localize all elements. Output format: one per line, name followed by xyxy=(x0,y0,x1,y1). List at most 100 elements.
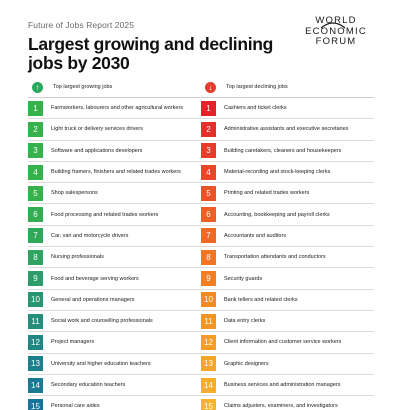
declining-jobs-header-label: Top largest declining jobs xyxy=(226,84,288,90)
logo-line: ECONOMIC xyxy=(305,25,367,37)
arrow-up-icon: ↑ xyxy=(32,81,43,93)
rank-badge: 5 xyxy=(201,185,216,201)
job-label: Light truck or delivery services drivers xyxy=(51,126,144,133)
rank-badge: 1 xyxy=(28,100,43,116)
job-label: Graphic designers xyxy=(224,360,269,367)
job-label: Social work and counselling professional… xyxy=(51,318,153,325)
list-item: 10 Bank tellers and related clerks xyxy=(201,290,374,311)
list-item: 11 Social work and counselling profession… xyxy=(28,311,201,333)
job-label: Nursing professionals xyxy=(51,254,104,261)
list-item: 1 Farmworkers, labourers and other agricu… xyxy=(28,98,201,120)
wef-logo: WORLD ECONOMIC FORUM xyxy=(300,15,372,48)
list-item: 8 Transportation attendants and conductor… xyxy=(201,247,374,269)
list-item: 5 Shop salespersons xyxy=(28,183,201,205)
rank-badge: 12 xyxy=(201,334,216,350)
rank-badge: 5 xyxy=(28,185,43,201)
growing-jobs-header: ↑ Top largest growing jobs xyxy=(28,77,201,98)
declining-jobs-header: ↓ Top largest declining jobs xyxy=(201,77,374,98)
rank-badge: 8 xyxy=(28,249,43,265)
job-label: Software and applications developers xyxy=(51,147,143,154)
list-item: 1 Cashiers and ticket clerks xyxy=(201,98,374,120)
rank-badge: 2 xyxy=(201,121,216,137)
list-item: 15 Personal care aides xyxy=(28,396,201,410)
job-label: Secondary education teachers xyxy=(51,382,126,388)
job-label: Administrative assistants and executive … xyxy=(224,126,349,133)
rank-badge: 11 xyxy=(201,313,216,329)
rank-badge: 8 xyxy=(201,249,216,265)
logo-arc-icon xyxy=(320,22,346,29)
job-label: Food and beverage serving workers xyxy=(51,275,139,282)
list-item: 14 Secondary education teachers xyxy=(28,375,201,397)
rank-badge: 9 xyxy=(28,271,43,287)
rank-badge: 7 xyxy=(28,228,43,244)
rank-badge: 9 xyxy=(201,271,216,287)
list-item: 11 Data entry clerks xyxy=(201,311,374,333)
list-item: 10 General and operations managers xyxy=(28,290,201,311)
job-label: Building framers, finishers and related … xyxy=(51,169,181,176)
job-label: Material-recording and stock-keeping cle… xyxy=(224,169,331,176)
declining-jobs-list: 1 Cashiers and ticket clerks 2 Administrati… xyxy=(201,98,374,410)
list-item: 12 Project managers xyxy=(28,332,201,354)
rank-badge: 10 xyxy=(201,292,216,308)
rank-badge: 13 xyxy=(201,356,216,372)
list-item: 9 Food and beverage serving workers xyxy=(28,268,201,290)
growing-jobs-column: ↑ Top largest growing jobs 1 Farmworkers,… xyxy=(28,77,201,410)
job-label: Cashiers and ticket clerks xyxy=(224,105,287,112)
job-label: General and operations managers xyxy=(51,296,135,303)
rank-badge: 12 xyxy=(28,334,43,350)
rank-badge: 6 xyxy=(201,207,216,223)
list-item: 14 Business services and administration m… xyxy=(201,375,374,397)
job-label: Personal care aides xyxy=(51,403,100,410)
job-label: Data entry clerks xyxy=(224,318,266,325)
job-label: Building caretakers, cleaners and housek… xyxy=(224,147,342,154)
job-label: Food processing and related trades worke… xyxy=(51,211,159,218)
report-label: Future of Jobs Report 2025 xyxy=(28,20,135,30)
logo-line: WORLD xyxy=(315,15,357,26)
job-label: Accountants and auditors xyxy=(224,232,287,239)
page-title: Largest growing and declining jobs by 20… xyxy=(28,34,274,73)
job-label: University and higher education teachers xyxy=(51,360,151,367)
list-item: 15 Claims adjusters, examiners, and inves… xyxy=(201,396,374,410)
list-item: 9 Security guards xyxy=(201,268,374,290)
list-item: 3 Software and applications developers xyxy=(28,141,201,162)
rank-badge: 14 xyxy=(201,377,216,393)
job-label: Claims adjusters, examiners, and investi… xyxy=(224,403,338,410)
list-item: 12 Client information and customer servic… xyxy=(201,332,374,354)
list-item: 8 Nursing professionals xyxy=(28,247,201,269)
job-label: Accounting, bookkeeping and payroll cler… xyxy=(224,211,330,218)
rank-badge: 14 xyxy=(28,377,43,393)
list-item: 6 Food processing and related trades work… xyxy=(28,204,201,226)
rank-badge: 2 xyxy=(28,121,43,137)
job-label: Business services and administration man… xyxy=(224,382,341,388)
rank-badge: 11 xyxy=(28,313,43,329)
list-item: 6 Accounting, bookkeeping and payroll cle… xyxy=(201,204,374,226)
list-item: 4 Building framers, finishers and related… xyxy=(28,162,201,184)
list-item: 7 Accountants and auditors xyxy=(201,226,374,248)
list-item: 13 University and higher education teache… xyxy=(28,354,201,375)
rank-badge: 3 xyxy=(201,143,216,159)
rank-badge: 4 xyxy=(28,164,43,180)
growing-jobs-list: 1 Farmworkers, labourers and other agricu… xyxy=(28,98,201,410)
list-item: 2 Administrative assistants and executive… xyxy=(201,119,374,141)
job-label: Project managers xyxy=(51,339,95,346)
job-label: Farmworkers, labourers and other agricul… xyxy=(51,105,184,112)
rank-badge: 3 xyxy=(28,143,43,159)
arrow-down-icon: ↓ xyxy=(205,81,216,93)
rank-badge: 7 xyxy=(201,228,216,244)
job-label: Bank tellers and related clerks xyxy=(224,296,298,303)
rank-badge: 4 xyxy=(201,164,216,180)
job-label: Transportation attendants and conductors xyxy=(224,254,326,261)
job-label: Client information and customer service … xyxy=(224,339,342,346)
job-label: Printing and related trades workers xyxy=(224,190,310,197)
list-item: 13 Graphic designers xyxy=(201,354,374,375)
rank-badge: 10 xyxy=(28,292,43,308)
list-item: 3 Building caretakers, cleaners and house… xyxy=(201,141,374,162)
rank-badge: 15 xyxy=(201,398,216,410)
rank-badge: 1 xyxy=(201,100,216,116)
declining-jobs-column: ↓ Top largest declining jobs 1 Cashiers a… xyxy=(201,77,374,410)
list-item: 5 Printing and related trades workers xyxy=(201,183,374,205)
job-label: Car, van and motorcycle drivers xyxy=(51,232,129,239)
list-item: 4 Material-recording and stock-keeping cl… xyxy=(201,162,374,184)
rank-badge: 6 xyxy=(28,207,43,223)
list-item: 2 Light truck or delivery services driver… xyxy=(28,119,201,141)
